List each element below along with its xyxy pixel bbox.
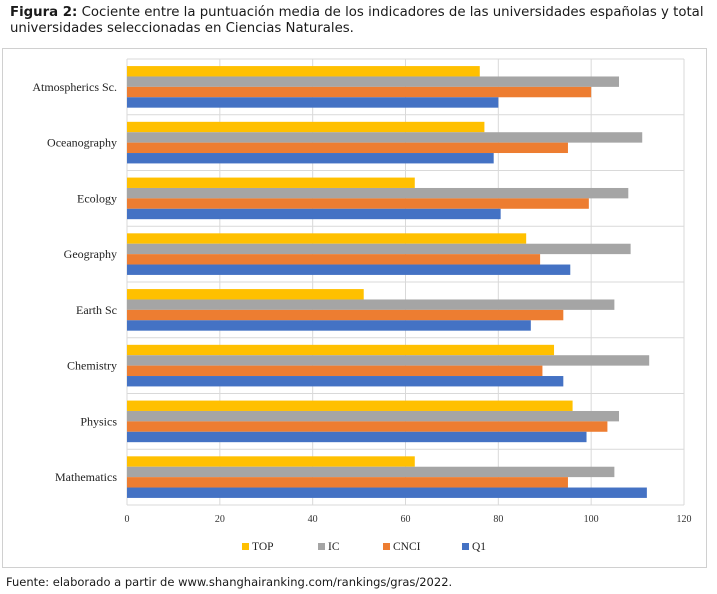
- legend-swatch-top: [242, 543, 249, 550]
- bar-cnci: [127, 365, 543, 377]
- category-label: Ecology: [77, 191, 117, 205]
- x-tick-label: 100: [584, 514, 599, 525]
- x-tick-label: 0: [125, 514, 130, 525]
- bar-ic: [127, 299, 615, 310]
- x-tick-label: 40: [308, 514, 318, 525]
- bar-top: [127, 66, 480, 77]
- bar-q1: [127, 431, 587, 443]
- bar-ic: [127, 466, 615, 478]
- category-label: Physics: [80, 414, 117, 428]
- category-label: Mathematics: [55, 470, 117, 484]
- figure-caption: Figura 2: Cociente entre la puntuación m…: [10, 5, 710, 37]
- bar-q1: [127, 320, 531, 331]
- legend-swatch-ic: [318, 543, 325, 550]
- bar-cnci: [127, 198, 589, 209]
- bar-q1: [127, 208, 501, 220]
- bar-cnci: [127, 309, 564, 321]
- chart-frame: [2, 48, 707, 568]
- x-tick-label: 120: [677, 514, 692, 525]
- bar-ic: [127, 187, 629, 199]
- source-note: Fuente: elaborado a partir de www.shangh…: [6, 575, 453, 589]
- bar-top: [127, 177, 415, 188]
- bar-cnci: [127, 421, 608, 432]
- bar-q1: [127, 376, 564, 387]
- legend-label-top: TOP: [252, 541, 274, 553]
- bar-top: [127, 121, 485, 133]
- bar-top: [127, 456, 415, 467]
- x-tick-label: 20: [215, 514, 225, 525]
- bar-top: [127, 289, 364, 300]
- bar-ic: [127, 132, 643, 143]
- x-tick-label: 60: [401, 514, 411, 525]
- bar-cnci: [127, 86, 592, 98]
- bar-top: [127, 233, 527, 244]
- category-label: Chemistry: [67, 359, 117, 373]
- bar-q1: [127, 264, 571, 275]
- bar-q1: [127, 487, 647, 498]
- bar-ic: [127, 355, 650, 366]
- legend-label-ic: IC: [328, 541, 340, 553]
- bar-cnci: [127, 142, 568, 154]
- caption-label: Figura 2:: [10, 5, 78, 20]
- bar-top: [127, 344, 555, 356]
- legend-swatch-cnci: [383, 543, 390, 550]
- x-tick-label: 80: [493, 514, 503, 525]
- bar-q1: [127, 153, 494, 164]
- legend-label-cnci: CNCI: [393, 541, 421, 553]
- category-label: Oceanography: [47, 136, 117, 150]
- bar-top: [127, 400, 573, 411]
- bar-ic: [127, 76, 620, 87]
- category-label: Atmospherics Sc.: [32, 80, 117, 94]
- bar-q1: [127, 97, 499, 108]
- legend-swatch-q1: [462, 543, 469, 550]
- bar-cnci: [127, 254, 541, 265]
- bar-ic: [127, 410, 620, 422]
- category-label: Geography: [64, 247, 117, 261]
- bar-cnci: [127, 477, 568, 488]
- legend-label-q1: Q1: [472, 541, 486, 553]
- caption-text: Cociente entre la puntuación media de lo…: [10, 5, 704, 36]
- bar-ic: [127, 243, 631, 255]
- category-label: Earth Sc: [76, 303, 117, 317]
